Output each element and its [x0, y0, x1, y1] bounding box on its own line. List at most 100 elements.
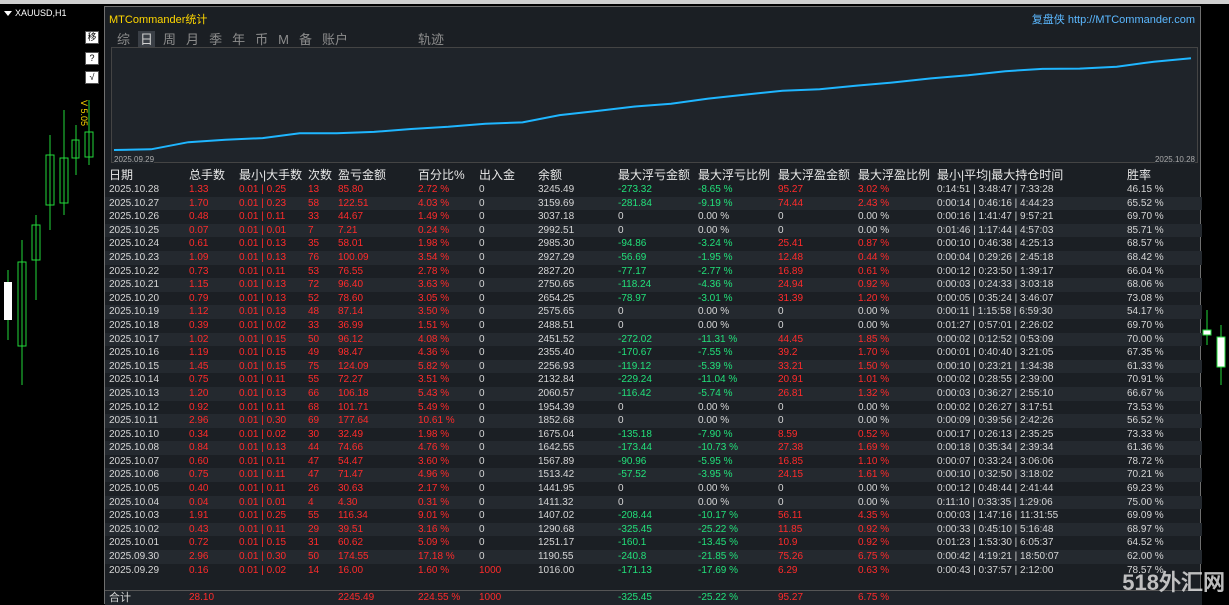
table-cell: -7.90 %: [698, 428, 733, 440]
column-header[interactable]: 胜率: [1127, 168, 1152, 182]
tab-9[interactable]: 账户: [321, 32, 348, 47]
table-cell: 68.06 %: [1127, 279, 1164, 291]
table-cell: 0.01 | 0.15: [239, 347, 287, 359]
tab-7[interactable]: M: [278, 32, 289, 47]
table-cell: 0.01 | 0.23: [239, 197, 287, 209]
table-row[interactable]: 2025.10.05 0.40 0.01 | 0.11 26 30.63 2.17 % 0 1…: [105, 482, 1202, 496]
table-row[interactable]: 2025.10.04 0.04 0.01 | 0.01 4 4.30 0.31 % 0 141…: [105, 495, 1202, 510]
tab-2[interactable]: 周: [163, 32, 177, 47]
tab-8[interactable]: 备: [298, 32, 312, 47]
url-label[interactable]: http://MTCommander.com: [1067, 14, 1195, 26]
table-cell: 0.01 | 0.13: [239, 279, 287, 291]
table-cell: 2985.30: [538, 238, 575, 250]
table-cell: 3.05 %: [418, 292, 450, 304]
table-row[interactable]: 2025.10.25 0.07 0.01 | 0.01 7 7.21 0.24 % 0 299…: [105, 223, 1202, 238]
website-link[interactable]: 复盘侠 http://MTCommander.com: [1032, 11, 1195, 27]
table-cell: 0: [618, 319, 624, 331]
table-row[interactable]: 2025.10.21 1.15 0.01 | 0.13 72 96.40 3.63 % 0 2…: [105, 278, 1202, 292]
column-header[interactable]: 百分比%: [418, 168, 465, 182]
table-row[interactable]: 2025.10.18 0.39 0.01 | 0.02 33 36.99 1.51 % 0 2…: [105, 319, 1202, 333]
table-cell: 2025.10.20: [109, 292, 160, 304]
table-cell: 0:00:18 | 0:35:34 | 2:39:34: [937, 442, 1054, 454]
price-chart-left[interactable]: [0, 0, 105, 605]
help-button[interactable]: ?: [85, 52, 99, 65]
table-cell: 0.00 %: [858, 483, 890, 495]
table-cell: 78.72 %: [1127, 455, 1164, 467]
table-row[interactable]: 2025.10.07 0.60 0.01 | 0.11 47 54.47 3.60 % 0 1…: [105, 455, 1202, 469]
table-row[interactable]: 2025.10.22 0.73 0.01 | 0.11 53 76.55 2.78 % 0 2…: [105, 265, 1202, 279]
table-cell: 31.39: [778, 292, 804, 304]
table-cell: 0: [479, 428, 485, 440]
table-cell: 1.12: [189, 306, 209, 318]
tab-4[interactable]: 季: [209, 32, 223, 47]
table-cell: 2025.10.22: [109, 265, 160, 277]
table-cell: 5.09 %: [418, 537, 450, 549]
column-header[interactable]: 最小|平均|最大持仓时间: [937, 168, 1064, 182]
table-cell: 0.00 %: [698, 211, 730, 223]
table-row[interactable]: 2025.10.03 1.91 0.01 | 0.25 55 116.34 9.01 % 0…: [105, 509, 1202, 523]
tab-10[interactable]: 轨迹: [417, 32, 444, 47]
tab-0[interactable]: 综: [117, 32, 131, 47]
table-cell: 2060.57: [538, 387, 575, 399]
table-row[interactable]: 2025.10.17 1.02 0.01 | 0.15 50 96.12 4.08 % 0 2…: [105, 332, 1202, 347]
column-header[interactable]: 日期: [109, 168, 134, 182]
table-row[interactable]: 2025.09.29 0.16 0.01 | 0.02 14 16.00 1.60 % 10…: [105, 564, 1202, 578]
table-row[interactable]: 2025.10.19 1.12 0.01 | 0.13 48 87.14 3.50 % 0 2…: [105, 305, 1202, 319]
table-cell: 1.69 %: [858, 442, 890, 454]
equity-line: [113, 57, 1192, 151]
column-header[interactable]: 最大浮盈比例: [858, 168, 931, 182]
table-row[interactable]: 2025.10.13 1.20 0.01 | 0.13 66 106.18 5.43 % 0…: [105, 386, 1202, 401]
column-header[interactable]: 最小|大手数: [239, 168, 303, 182]
table-row[interactable]: 2025.10.10 0.34 0.01 | 0.02 30 32.49 1.98 % 0 1…: [105, 428, 1202, 442]
table-row[interactable]: 2025.10.28 1.33 0.01 | 0.25 13 85.80 2.72 % 0 3…: [105, 183, 1202, 197]
confirm-button[interactable]: √: [85, 71, 99, 84]
column-header[interactable]: 最大浮亏比例: [698, 168, 771, 182]
tab-3[interactable]: 月: [186, 32, 200, 47]
table-cell: -56.69: [618, 251, 647, 263]
table-cell: -173.44: [618, 442, 652, 454]
table-cell: -2.77 %: [698, 265, 733, 277]
table-cell: 61.33 %: [1127, 360, 1164, 372]
column-header[interactable]: 盈亏金额: [338, 168, 387, 182]
table-row[interactable]: 2025.10.14 0.75 0.01 | 0.11 55 72.27 3.51 % 0 2…: [105, 373, 1202, 387]
column-header[interactable]: 出入金: [479, 168, 516, 182]
table-cell: 0.01 | 0.25: [239, 184, 287, 195]
table-row[interactable]: 2025.10.16 1.19 0.01 | 0.15 49 98.47 4.36 % 0 2…: [105, 346, 1202, 360]
table-row[interactable]: 2025.10.12 0.92 0.01 | 0.11 68 101.71 5.49 % 0…: [105, 401, 1202, 415]
table-cell: 0.01 | 0.25: [239, 510, 287, 522]
move-button[interactable]: 移: [85, 31, 99, 44]
tab-5[interactable]: 年: [232, 32, 246, 47]
table-cell: -11.31 %: [698, 333, 738, 345]
table-row[interactable]: 2025.10.20 0.79 0.01 | 0.13 52 78.60 3.05 % 0 2…: [105, 292, 1202, 306]
tab-1[interactable]: 日: [138, 31, 156, 48]
version-label: V 5.05: [79, 100, 89, 127]
table-row[interactable]: 2025.10.15 1.45 0.01 | 0.15 75 124.09 5.82 % 0…: [105, 359, 1202, 374]
table-cell: -240.8: [618, 551, 647, 563]
table-row[interactable]: 2025.10.08 0.84 0.01 | 0.13 44 74.66 4.76 % 0 1…: [105, 441, 1202, 455]
price-chart-right[interactable]: [1201, 0, 1229, 605]
table-row[interactable]: 2025.10.27 1.70 0.01 | 0.23 58 122.51 4.03 % 0…: [105, 196, 1202, 211]
column-header[interactable]: 余额: [538, 168, 563, 182]
table-cell: -9.19 %: [698, 197, 733, 209]
table-cell: 0: [479, 360, 485, 372]
column-header[interactable]: 最大浮盈金额: [778, 168, 851, 182]
table-row[interactable]: 2025.09.30 2.96 0.01 | 0.30 50 174.55 17.18 %…: [105, 550, 1202, 564]
brand-label[interactable]: 复盘侠: [1031, 14, 1065, 26]
chevron-down-icon[interactable]: [4, 11, 12, 17]
table-cell: 0.92 %: [858, 523, 890, 535]
column-header[interactable]: 最大浮亏金额: [618, 168, 691, 182]
table-row[interactable]: 2025.10.26 0.48 0.01 | 0.11 33 44.67 1.49 % 0 3…: [105, 210, 1202, 224]
table-row[interactable]: 2025.10.24 0.61 0.01 | 0.13 35 58.01 1.98 % 0 2…: [105, 237, 1202, 251]
total-max-gain-pct: 6.75 %: [858, 592, 890, 603]
table-cell: 26.81: [778, 387, 804, 399]
column-header[interactable]: 次数: [308, 168, 333, 182]
table-cell: 0: [618, 211, 624, 223]
table-row[interactable]: 2025.10.02 0.43 0.01 | 0.11 29 39.51 3.16 % 0 1…: [105, 522, 1202, 537]
table-row[interactable]: 2025.10.06 0.75 0.01 | 0.11 47 71.47 4.96 % 0 1…: [105, 468, 1202, 483]
column-header[interactable]: 总手数: [189, 168, 226, 182]
table-row[interactable]: 2025.10.23 1.09 0.01 | 0.13 76 100.09 3.54 % 0…: [105, 250, 1202, 265]
table-row[interactable]: 2025.10.01 0.72 0.01 | 0.15 31 60.62 5.09 % 0 1…: [105, 536, 1202, 550]
stats-table: 日期 总手数 最小|大手数 次数 盈亏金额 百分比% 出入金 余额 最大浮亏金额 最大浮亏比例 最大…: [105, 167, 1202, 577]
table-row[interactable]: 2025.10.11 2.96 0.01 | 0.30 69 177.64 10.61 %…: [105, 414, 1202, 428]
tab-6[interactable]: 币: [255, 32, 269, 47]
